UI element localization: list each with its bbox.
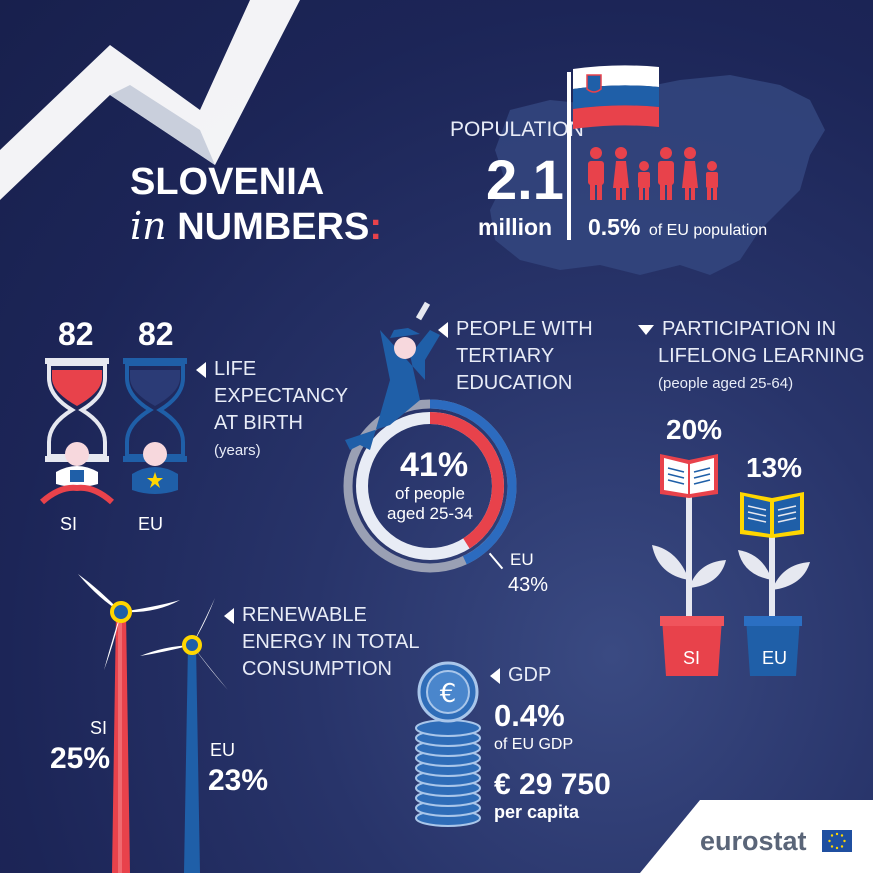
book-plants-illustration	[652, 454, 810, 676]
page-title: SLOVENIA in NUMBERS:	[130, 160, 382, 249]
life-label-line1: LIFE	[214, 358, 257, 380]
pointer-icon	[490, 667, 500, 684]
renewable-label-line3: CONSUMPTION	[242, 658, 392, 680]
graduate-donut-chart	[343, 301, 517, 573]
lifelong-label-line1: PARTICIPATION IN	[662, 318, 837, 340]
life-label-line2: EXPECTANCY	[214, 385, 349, 407]
lifelong-eu-value: 13%	[746, 452, 803, 483]
pointer-icon	[196, 361, 206, 378]
svg-text:€: €	[440, 679, 457, 709]
population-share: 0.5% of EU population	[588, 214, 767, 241]
ribbon-decoration	[0, 0, 300, 200]
flag-pole	[567, 72, 571, 240]
lifelong-si-value: 20%	[666, 414, 723, 445]
life-eu-label: EU	[138, 514, 164, 534]
tertiary-label-line2: TERTIARY	[456, 345, 555, 367]
eu-arc	[343, 399, 517, 573]
pointer-icon	[438, 321, 448, 338]
title-colon: :	[369, 206, 382, 248]
gdp-label-text: GDP	[508, 664, 552, 686]
gdp-share-label: of EU GDP	[494, 736, 574, 753]
tertiary-eu-label: EU	[510, 550, 534, 569]
coin-stack-icon: €	[415, 661, 481, 827]
lifelong-label-sub: (people aged 25-64)	[658, 375, 794, 392]
renewable-label: RENEWABLE ENERGY IN TOTAL CONSUMPTION	[224, 602, 419, 683]
people-icon	[588, 147, 718, 200]
population-unit: million	[478, 214, 553, 240]
population-label: POPULATION	[450, 118, 584, 141]
pointer-icon	[224, 607, 234, 624]
tertiary-label-line3: EDUCATION	[456, 372, 573, 394]
title-in: in	[130, 204, 167, 248]
gdp-label: GDP	[490, 662, 551, 689]
tertiary-label: PEOPLE WITH TERTIARY EDUCATION	[438, 316, 593, 397]
life-si-value: 82	[58, 316, 94, 352]
life-expectancy-label: LIFE EXPECTANCY AT BIRTH (years)	[196, 356, 348, 464]
title-line2: NUMBERS	[177, 206, 370, 248]
population-share-value: 0.5%	[588, 214, 641, 240]
pointer-down-icon	[638, 324, 654, 335]
eu-flag-icon	[822, 830, 852, 852]
life-label-unit: (years)	[214, 442, 261, 459]
gdp-per-capita: € 29 750	[494, 768, 611, 801]
title-line1: SLOVENIA	[130, 161, 325, 203]
slovenia-flag-icon	[573, 65, 659, 129]
tertiary-si-sub2: aged 25-34	[386, 504, 474, 523]
lifelong-eu-label: EU	[762, 648, 788, 668]
gdp-share: 0.4%	[494, 698, 565, 733]
renewable-label-line2: ENERGY IN TOTAL	[242, 631, 420, 653]
life-eu-value: 82	[138, 316, 174, 352]
renewable-eu-value: 23%	[208, 764, 269, 797]
tertiary-eu-value: 43%	[508, 574, 549, 596]
tertiary-label-line1: PEOPLE WITH	[456, 318, 593, 340]
lifelong-label: PARTICIPATION IN LIFELONG LEARNING (peop…	[638, 316, 865, 397]
life-label-line3: AT BIRTH	[214, 412, 303, 434]
renewable-eu-label: EU	[210, 740, 236, 760]
life-si-label: SI	[60, 514, 78, 534]
wind-turbines-illustration	[78, 574, 228, 873]
logo-corner-background	[640, 800, 873, 873]
tertiary-si-sub1: of people	[395, 484, 465, 503]
tertiary-si-value: 41%	[400, 446, 469, 484]
renewable-label-line1: RENEWABLE	[242, 604, 367, 626]
gdp-per-capita-label: per capita	[494, 802, 580, 822]
population-value: 2.1	[486, 148, 564, 211]
renewable-si-value: 25%	[50, 742, 111, 775]
eurostat-logo-text: eurostat	[700, 826, 807, 856]
population-share-label: of EU population	[648, 222, 768, 239]
lifelong-label-line2: LIFELONG LEARNING	[658, 345, 865, 367]
renewable-si-label: SI	[90, 718, 108, 738]
tertiary-si-sub: of people aged 25-34	[380, 484, 480, 524]
si-arc	[356, 412, 504, 560]
lifelong-si-label: SI	[683, 648, 701, 668]
hourglass-illustration	[40, 358, 187, 505]
